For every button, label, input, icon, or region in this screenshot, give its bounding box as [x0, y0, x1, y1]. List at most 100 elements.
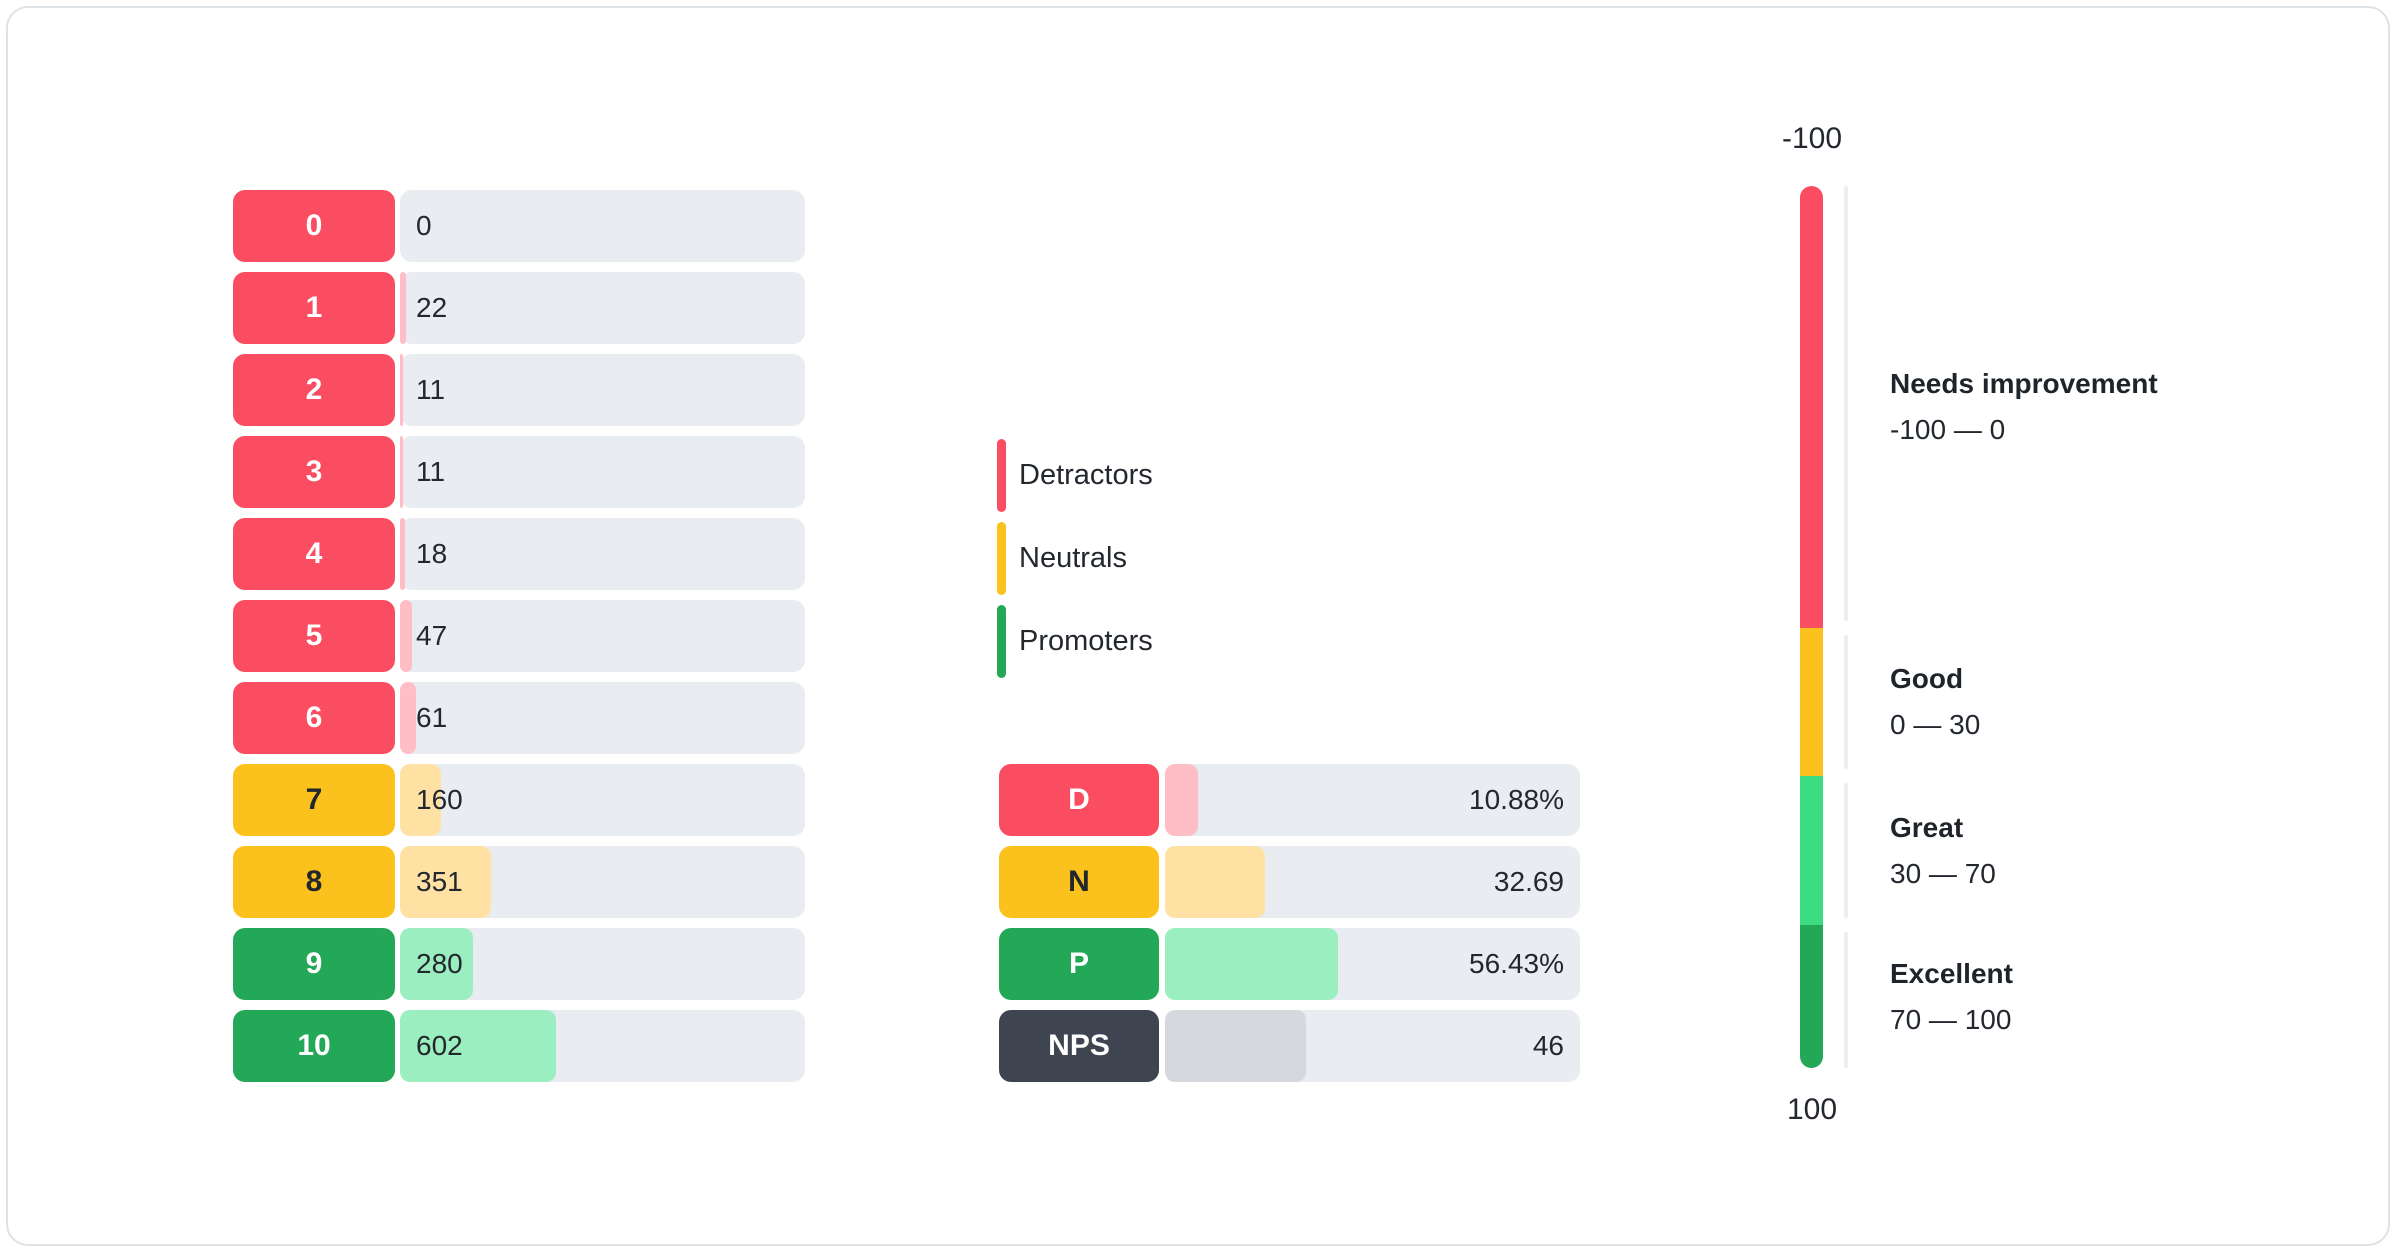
gauge-scale-line-segment — [1844, 634, 1848, 770]
score-bar-track: 61 — [400, 682, 805, 754]
summary-bar-chip: N — [999, 846, 1159, 918]
summary-bar-row: D 10.88% — [999, 764, 1580, 836]
score-bar-value: 18 — [416, 538, 448, 569]
score-bar-fill — [400, 518, 405, 590]
score-bar-track: 280 — [400, 928, 805, 1000]
summary-bar-track: 46 — [1165, 1010, 1580, 1082]
legend-item-promoters: Promoters — [997, 605, 1153, 678]
score-bar-fill — [400, 272, 406, 344]
gauge-zone-title: Excellent — [1890, 957, 2013, 989]
score-bar-value: 351 — [416, 866, 463, 897]
score-bar-row: 8 351 — [233, 846, 805, 918]
score-bar-fill — [400, 600, 413, 672]
score-bar-fill — [400, 682, 416, 754]
score-bar-chip: 3 — [233, 436, 395, 508]
score-bar-row: 9 280 — [233, 928, 805, 1000]
score-bar-track: 47 — [400, 600, 805, 672]
score-bar-track: 0 — [400, 190, 805, 262]
gauge-scale-line-segment — [1844, 783, 1848, 919]
score-bar-row: 10 602 — [233, 1010, 805, 1082]
summary-bar-row: N 32.69 — [999, 846, 1580, 918]
gauge-segment-good — [1800, 627, 1823, 777]
score-bar-value: 11 — [416, 456, 446, 487]
score-bar-chip: 2 — [233, 354, 395, 426]
score-bar-track: 11 — [400, 436, 805, 508]
score-bar-row: 2 11 — [233, 354, 805, 426]
legend-item-neutrals: Neutrals — [997, 522, 1153, 595]
summary-bar-fill — [1165, 928, 1339, 1000]
score-bar-row: 7 160 — [233, 764, 805, 836]
summary-bar-value: 56.43% — [1469, 948, 1564, 979]
score-bar-chip: 10 — [233, 1010, 395, 1082]
score-bar-value: 47 — [416, 620, 448, 651]
score-bar-row: 4 18 — [233, 518, 805, 590]
summary-bar-value: 46 — [1532, 1030, 1564, 1061]
summary-bar-track: 10.88% — [1165, 764, 1580, 836]
gauge-zone: Great 30 — 70 — [1890, 812, 1996, 890]
score-bar-row: 1 22 — [233, 272, 805, 344]
summary-bar-value: 10.88% — [1469, 784, 1564, 815]
gauge-scale-line-segment — [1844, 932, 1848, 1068]
score-bar-value: 61 — [416, 702, 448, 733]
score-bar-row: 3 11 — [233, 436, 805, 508]
summary-bar-chip: D — [999, 764, 1159, 836]
summary-bar-value: 32.69 — [1493, 866, 1564, 897]
score-bar-value: 0 — [416, 210, 432, 241]
summary-bar-fill — [1165, 846, 1266, 918]
summary-bar-row: P 56.43% — [999, 928, 1580, 1000]
score-bar-track: 351 — [400, 846, 805, 918]
score-bar-fill — [400, 764, 442, 836]
score-bar-fill — [400, 436, 403, 508]
score-bar-value: 602 — [416, 1030, 463, 1061]
summary-chart: D 10.88% N 32.69 P 56.43% NPS 46 — [999, 764, 1580, 1092]
score-bar-value: 280 — [416, 948, 463, 979]
score-bar-chip: 0 — [233, 190, 395, 262]
gauge-zone-range: 0 — 30 — [1890, 708, 1981, 740]
score-distribution-chart: 0 0 1 22 2 11 3 11 4 18 5 47 6 61 7 160 8 351 9 280 10 602 — [233, 190, 805, 1092]
summary-bar-fill — [1165, 1010, 1307, 1082]
score-bar-chip: 9 — [233, 928, 395, 1000]
gauge-zone: Needs improvement -100 — 0 — [1890, 368, 2158, 446]
gauge-zone-title: Good — [1890, 662, 1964, 694]
legend-label: Promoters — [1019, 625, 1153, 657]
neutral-swatch-icon — [997, 522, 1006, 595]
score-bar-track: 18 — [400, 518, 805, 590]
score-bar-track: 11 — [400, 354, 805, 426]
detractor-swatch-icon — [997, 439, 1006, 512]
score-bar-chip: 7 — [233, 764, 395, 836]
summary-bar-track: 32.69 — [1165, 846, 1580, 918]
summary-bar-chip: NPS — [999, 1010, 1159, 1082]
summary-bar-chip: P — [999, 928, 1159, 1000]
score-bar-track: 160 — [400, 764, 805, 836]
gauge-segment-excellent — [1800, 925, 1823, 1068]
gauge-zone: Excellent 70 — 100 — [1890, 958, 2013, 1036]
score-bar-chip: 1 — [233, 272, 395, 344]
score-bar-row: 5 47 — [233, 600, 805, 672]
gauge-scale-line-segment — [1844, 186, 1848, 621]
gauge-zone-title: Needs improvement — [1890, 367, 2158, 399]
score-bar-chip: 5 — [233, 600, 395, 672]
summary-bar-track: 56.43% — [1165, 928, 1580, 1000]
gauge-zone-title: Great — [1890, 811, 1964, 843]
score-bar-fill — [400, 354, 403, 426]
score-bar-value: 160 — [416, 784, 463, 815]
summary-bar-fill — [1165, 764, 1199, 836]
gauge-zone-range: -100 — 0 — [1890, 413, 2006, 445]
promoter-swatch-icon — [997, 605, 1006, 678]
score-bar-row: 6 61 — [233, 682, 805, 754]
legend-item-detractors: Detractors — [997, 439, 1153, 512]
gauge-segment-needs-improvement — [1800, 186, 1823, 628]
gauge-max-label: 100 — [1786, 1093, 1838, 1126]
score-bar-value: 11 — [416, 374, 446, 405]
score-bar-fill — [400, 1010, 556, 1082]
score-bar-chip: 4 — [233, 518, 395, 590]
legend-label: Detractors — [1019, 459, 1153, 491]
score-bar-track: 22 — [400, 272, 805, 344]
gauge-zone-range: 70 — 100 — [1890, 1003, 2012, 1035]
score-bar-chip: 6 — [233, 682, 395, 754]
gauge-zone-range: 30 — 70 — [1890, 857, 1996, 889]
score-bar-chip: 8 — [233, 846, 395, 918]
legend: Detractors Neutrals Promoters — [997, 439, 1153, 688]
